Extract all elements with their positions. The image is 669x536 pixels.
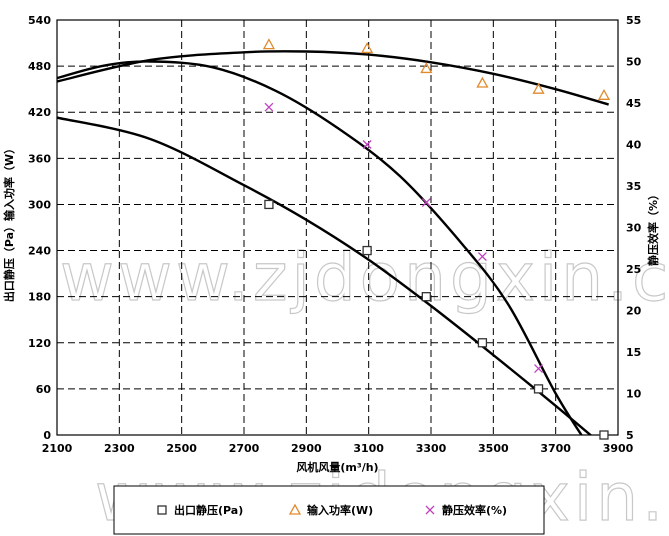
y-right-tick-label: 35 bbox=[626, 180, 641, 193]
y-left-tick-label: 420 bbox=[28, 106, 51, 119]
y-right-tick-label: 25 bbox=[626, 263, 641, 276]
legend-item-efficiency: 静压效率(%) bbox=[425, 503, 507, 517]
static-pressure-point bbox=[533, 384, 544, 394]
x-tick-label: 2100 bbox=[42, 442, 73, 455]
x-tick-label: 2700 bbox=[229, 442, 260, 455]
x-axis-label: 风机风量(m³/h) bbox=[296, 460, 378, 474]
y-right-tick-label: 20 bbox=[626, 305, 642, 318]
efficiency-point bbox=[421, 198, 431, 208]
efficiency-point bbox=[477, 252, 487, 262]
y-right-tick-label: 50 bbox=[626, 56, 642, 69]
x-tick-label: 3300 bbox=[416, 442, 447, 455]
y-right-tick-label: 45 bbox=[626, 97, 641, 110]
y-left-tick-label: 60 bbox=[36, 383, 52, 396]
y-axis-right-label: 静压效率（%） bbox=[646, 189, 660, 266]
legend-label-input-power: 输入功率(W) bbox=[307, 503, 373, 517]
y-left-tick-label: 540 bbox=[28, 14, 51, 27]
y-right-tick-label: 5 bbox=[626, 429, 634, 442]
y-left-tick-label: 300 bbox=[28, 198, 51, 211]
static-pressure-point bbox=[599, 430, 609, 440]
y-left-tick-label: 360 bbox=[28, 152, 51, 165]
x-tick-label: 3700 bbox=[540, 442, 571, 455]
grid bbox=[57, 20, 618, 435]
static-pressure-point bbox=[421, 292, 431, 302]
input-power-fit-curve bbox=[57, 50, 609, 106]
y-left-tick-label: 240 bbox=[28, 245, 51, 258]
legend: 出口静压(Pa) 输入功率(W) 静压效率(%) bbox=[113, 485, 545, 535]
y-left-tick-label: 180 bbox=[28, 291, 51, 304]
y-right-tick-label: 55 bbox=[626, 14, 641, 27]
data-markers bbox=[262, 38, 611, 440]
efficiency-point bbox=[534, 364, 543, 374]
legend-triangle-marker bbox=[288, 503, 302, 515]
legend-item-static-pressure: 出口静压(Pa) bbox=[157, 503, 243, 517]
y-left-tick-label: 120 bbox=[28, 337, 51, 350]
x-tick-label: 2500 bbox=[166, 442, 197, 455]
input-power-point bbox=[262, 38, 276, 50]
x-tick-label: 2300 bbox=[104, 442, 135, 455]
static-pressure-point bbox=[477, 338, 488, 348]
legend-item-input-power: 输入功率(W) bbox=[288, 503, 373, 517]
x-tick-label: 3100 bbox=[353, 442, 384, 455]
legend-box bbox=[113, 485, 545, 535]
legend-square-marker bbox=[157, 505, 167, 515]
plot-frame bbox=[56, 19, 619, 436]
x-tick-label: 3500 bbox=[478, 442, 509, 455]
efficiency-point bbox=[362, 140, 372, 149]
efficiency-point bbox=[264, 102, 274, 112]
y-right-tick-label: 10 bbox=[626, 388, 642, 401]
y-right-tick-label: 15 bbox=[626, 346, 641, 359]
tick-labels: 2100 2300 2500 2700 2900 3100 3300 3500 3700 3900… bbox=[28, 14, 642, 455]
y-right-tick-label: 30 bbox=[626, 222, 642, 235]
legend-x-marker bbox=[425, 505, 435, 515]
legend-label-static-pressure: 出口静压(Pa) bbox=[174, 503, 243, 517]
input-power-point bbox=[420, 62, 433, 74]
input-power-point bbox=[361, 42, 374, 54]
legend-label-efficiency: 静压效率(%) bbox=[442, 503, 507, 517]
x-tick-label: 2900 bbox=[291, 442, 322, 455]
input-power-point bbox=[476, 76, 489, 88]
y-axis-left-label: 出口静压（Pa）输入功率（W） bbox=[2, 143, 16, 302]
input-power-point bbox=[597, 88, 611, 100]
static-pressure-point bbox=[362, 245, 372, 256]
y-right-tick-label: 40 bbox=[626, 139, 642, 152]
x-tick-label: 3900 bbox=[603, 442, 634, 455]
y-left-tick-label: 0 bbox=[43, 429, 51, 442]
y-left-tick-label: 480 bbox=[28, 60, 51, 73]
efficiency-fit-curve bbox=[57, 60, 583, 435]
static-pressure-point bbox=[264, 199, 274, 210]
input-power-point bbox=[532, 82, 545, 94]
